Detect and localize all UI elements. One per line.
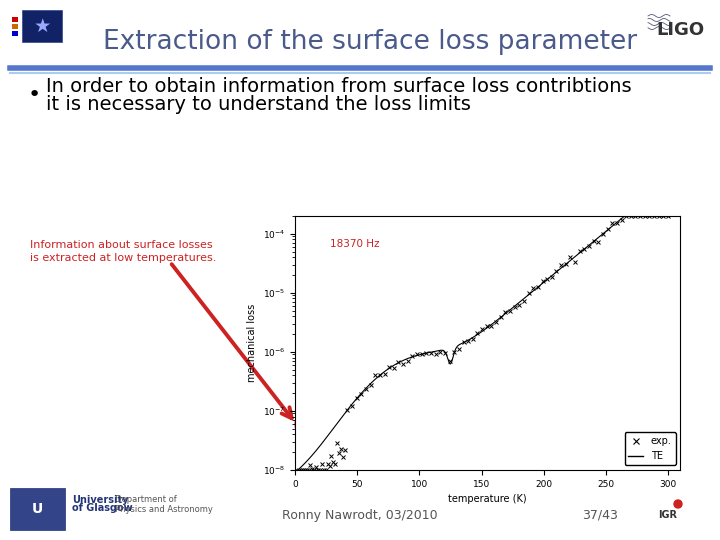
Text: 37/43: 37/43 <box>582 509 618 522</box>
Text: of Glasgow: of Glasgow <box>72 503 132 513</box>
Bar <box>12 17 18 22</box>
Text: IGR: IGR <box>659 510 678 520</box>
exp. <box>664 213 672 219</box>
TE <box>356 390 365 397</box>
TE <box>335 418 343 424</box>
Text: Information about surface losses: Information about surface losses <box>30 240 212 250</box>
TE <box>620 213 629 219</box>
Bar <box>12 31 18 36</box>
exp. <box>524 290 533 296</box>
TE <box>451 347 459 354</box>
Text: 18370 Hz: 18370 Hz <box>330 239 379 249</box>
Line: TE: TE <box>297 216 668 470</box>
Text: •: • <box>28 85 41 105</box>
TE <box>664 213 672 219</box>
exp. <box>552 268 561 274</box>
exp. <box>547 274 556 280</box>
Legend: exp., TE: exp., TE <box>624 433 675 465</box>
Text: Physics and Astronomy: Physics and Astronomy <box>115 505 213 515</box>
Text: Department of: Department of <box>115 496 176 504</box>
X-axis label: temperature (K): temperature (K) <box>449 494 527 504</box>
Text: Extraction of the surface loss parameter: Extraction of the surface loss parameter <box>103 29 637 55</box>
exp. <box>622 213 631 219</box>
exp. <box>294 467 303 473</box>
Text: University: University <box>72 495 128 505</box>
Bar <box>22 10 62 42</box>
Text: In order to obtain information from surface loss contribtions: In order to obtain information from surf… <box>46 78 631 97</box>
Y-axis label: mechanical loss: mechanical loss <box>248 304 257 382</box>
Bar <box>10 488 65 530</box>
exp. <box>327 453 336 459</box>
Line: exp.: exp. <box>297 213 670 472</box>
Text: Ronny Nawrodt, 03/2010: Ronny Nawrodt, 03/2010 <box>282 509 438 522</box>
Text: LIGO: LIGO <box>656 21 704 39</box>
exp. <box>302 467 311 473</box>
Circle shape <box>674 500 682 508</box>
Text: ★: ★ <box>33 17 50 36</box>
Bar <box>12 24 18 29</box>
Text: U: U <box>32 502 42 516</box>
Circle shape <box>650 497 686 533</box>
Text: it is necessary to understand the loss limits: it is necessary to understand the loss l… <box>46 94 471 113</box>
exp. <box>534 284 542 291</box>
TE <box>292 467 301 473</box>
Text: is extracted at low temperatures.: is extracted at low temperatures. <box>30 253 217 263</box>
TE <box>616 216 625 222</box>
TE <box>435 347 444 354</box>
TE <box>657 213 665 219</box>
